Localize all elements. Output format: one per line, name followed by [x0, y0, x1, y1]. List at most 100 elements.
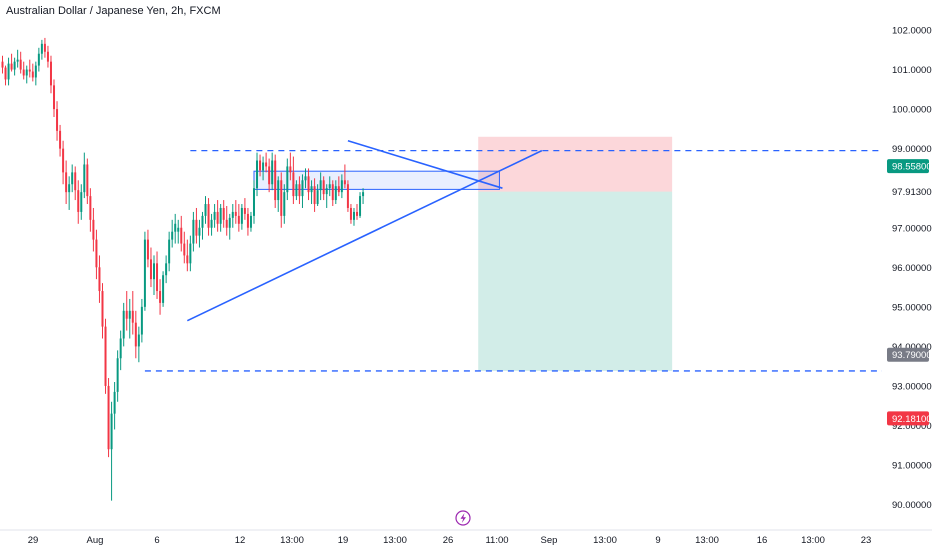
price-tag — [887, 184, 929, 199]
candle-body — [271, 160, 274, 185]
candle-body — [110, 413, 113, 450]
candle-body — [213, 211, 216, 220]
y-tick-label: 90.00000 — [892, 500, 932, 511]
x-tick-label: 6 — [154, 535, 159, 546]
candle-body — [252, 188, 255, 216]
candle-body — [289, 166, 292, 173]
candle-body — [74, 172, 77, 191]
descending-trendline[interactable] — [347, 139, 503, 189]
candle-body — [325, 188, 328, 195]
candle-body — [256, 160, 259, 189]
candle-body — [356, 211, 359, 216]
take-profit-zone[interactable] — [478, 191, 673, 371]
price-tag-label: 93.79000 — [892, 350, 932, 361]
candle-body — [46, 51, 49, 62]
x-tick-label: Aug — [87, 535, 104, 546]
ascending-trendline[interactable] — [186, 149, 543, 322]
candle-body — [292, 172, 295, 197]
y-tick-label: 102.00000 — [892, 26, 932, 37]
candle-body — [277, 180, 280, 201]
price-tag-label: 97.91300 — [892, 187, 932, 198]
candle-body — [140, 306, 143, 335]
y-tick-label: 95.00000 — [892, 302, 932, 313]
x-tick-label: 11:00 — [485, 535, 508, 546]
candle-body — [143, 239, 146, 307]
y-tick-label: 96.00000 — [892, 263, 932, 274]
candle-body — [22, 69, 25, 76]
candle-body — [122, 310, 125, 339]
candle-body — [322, 180, 325, 195]
candle-body — [7, 63, 10, 80]
candle-body — [16, 59, 19, 62]
candle-body — [146, 239, 149, 260]
x-tick-label: 13:00 — [280, 535, 304, 546]
y-tick-label: 93.00000 — [892, 381, 932, 392]
x-tick-label: 19 — [338, 535, 349, 546]
y-tick-label: 94.00000 — [892, 342, 932, 353]
candle-body — [319, 180, 322, 191]
candle-body — [222, 207, 225, 220]
candle-body — [4, 67, 7, 80]
candle-body — [304, 176, 307, 181]
candle-body — [337, 186, 340, 193]
candle-body — [168, 239, 171, 264]
candle-body — [313, 186, 316, 205]
candle-body — [34, 65, 37, 78]
price-tag-label: 92.18100 — [892, 414, 932, 425]
candle-body — [265, 162, 268, 167]
candle-body — [237, 215, 240, 224]
candle-body — [231, 211, 234, 218]
chart-title: Australian Dollar / Japanese Yen, 2h, FX… — [6, 5, 221, 17]
candle-body — [225, 219, 228, 228]
stop-loss-zone[interactable] — [478, 136, 673, 192]
candle-body — [240, 207, 243, 224]
candle-body — [86, 164, 89, 197]
candle-body — [65, 172, 68, 193]
candle-body — [101, 291, 104, 327]
candle-body — [262, 162, 265, 171]
candle-body — [95, 239, 98, 268]
candle-body — [207, 204, 210, 228]
candle-body — [31, 71, 34, 78]
candle-body — [10, 63, 13, 70]
candle-body — [89, 196, 92, 220]
candle-body — [316, 190, 319, 205]
candle-body — [92, 219, 95, 240]
candle-body — [295, 184, 298, 197]
candle-body — [25, 69, 28, 76]
candle-body — [156, 263, 159, 292]
candle-body — [68, 184, 71, 193]
candle-body — [134, 322, 137, 347]
candle-body — [53, 85, 56, 110]
lightning-icon-glyph — [460, 513, 466, 523]
candle-body — [49, 61, 52, 86]
candle-body — [80, 192, 83, 212]
candle-body — [113, 391, 116, 414]
candle-body — [249, 215, 252, 228]
price-tag — [887, 159, 929, 174]
candle-body — [107, 385, 110, 450]
x-tick-label: 23 — [861, 535, 872, 546]
candle-body — [328, 184, 331, 189]
candle-body — [174, 223, 177, 232]
candle-body — [340, 180, 343, 193]
candle-body — [37, 53, 40, 66]
candle-body — [13, 61, 16, 70]
candle-body — [210, 219, 213, 228]
candle-body — [359, 196, 362, 216]
candle-body — [119, 338, 122, 359]
candle-body — [346, 184, 349, 208]
x-tick-label: 9 — [655, 535, 660, 546]
candle-body — [77, 190, 80, 212]
candle-body — [180, 227, 183, 244]
candle-body — [171, 231, 174, 240]
candle-body — [137, 334, 140, 347]
candle-body — [189, 243, 192, 264]
candle-body — [349, 207, 352, 220]
candle-body — [125, 310, 128, 319]
candle-body — [62, 148, 65, 173]
candle-body — [19, 59, 22, 70]
candle-body — [352, 211, 355, 220]
